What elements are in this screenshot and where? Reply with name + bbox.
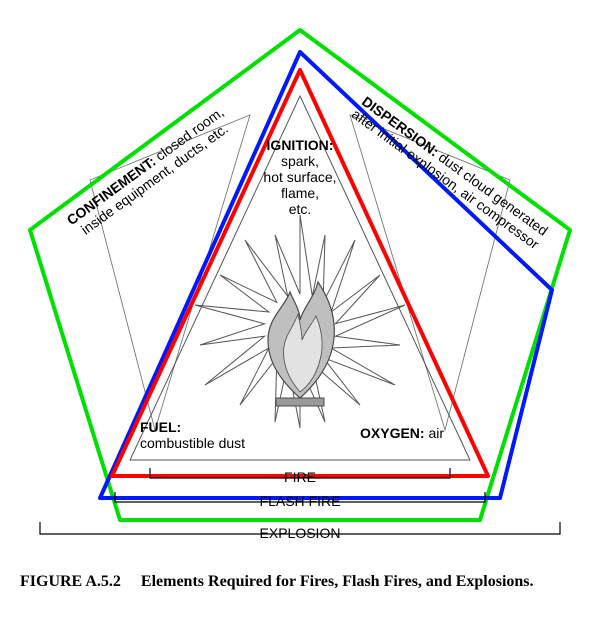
figure-title: Elements Required for Fires, Flash Fires…	[141, 573, 534, 590]
label-ignition: IGNITION:	[267, 137, 334, 153]
label-ignition-line: etc.	[289, 201, 312, 217]
svg-text:after initial explosion, air c: after initial explosion, air compressor	[349, 106, 542, 253]
label-ignition-line: flame,	[281, 185, 319, 201]
explosion-label: EXPLOSION	[260, 525, 341, 541]
label-fuel: FUEL:	[140, 419, 181, 435]
svg-text:DISPERSION: dust cloud generat: DISPERSION: dust cloud generated	[359, 93, 551, 239]
flame-base	[276, 398, 324, 406]
label-oxygen: OXYGEN: air	[360, 425, 444, 441]
figure-a-5-2: { "figure": { "id": "FIGURE A.5.2", "tit…	[0, 0, 600, 636]
svg-text:CONFINEMENT: closed room,: CONFINEMENT: closed room,	[64, 104, 227, 229]
flash-fire-label: FLASH FIRE	[260, 493, 341, 509]
figure-caption: FIGURE A.5.2 Elements Required for Fires…	[20, 572, 580, 592]
label-dispersion: DISPERSION: dust cloud generatedafter in…	[349, 93, 552, 253]
label-fuel-line: combustible dust	[140, 435, 245, 451]
label-ignition-line: hot surface,	[263, 169, 336, 185]
label-confinement: CONFINEMENT: closed room,inside equipmen…	[64, 104, 236, 241]
figure-id: FIGURE A.5.2	[20, 573, 121, 590]
diagram-svg: FIRE FLASH FIRE EXPLOSION IGNITION:spark,ho…	[0, 0, 600, 560]
label-ignition-line: spark,	[281, 153, 319, 169]
fire-label: FIRE	[284, 469, 316, 485]
